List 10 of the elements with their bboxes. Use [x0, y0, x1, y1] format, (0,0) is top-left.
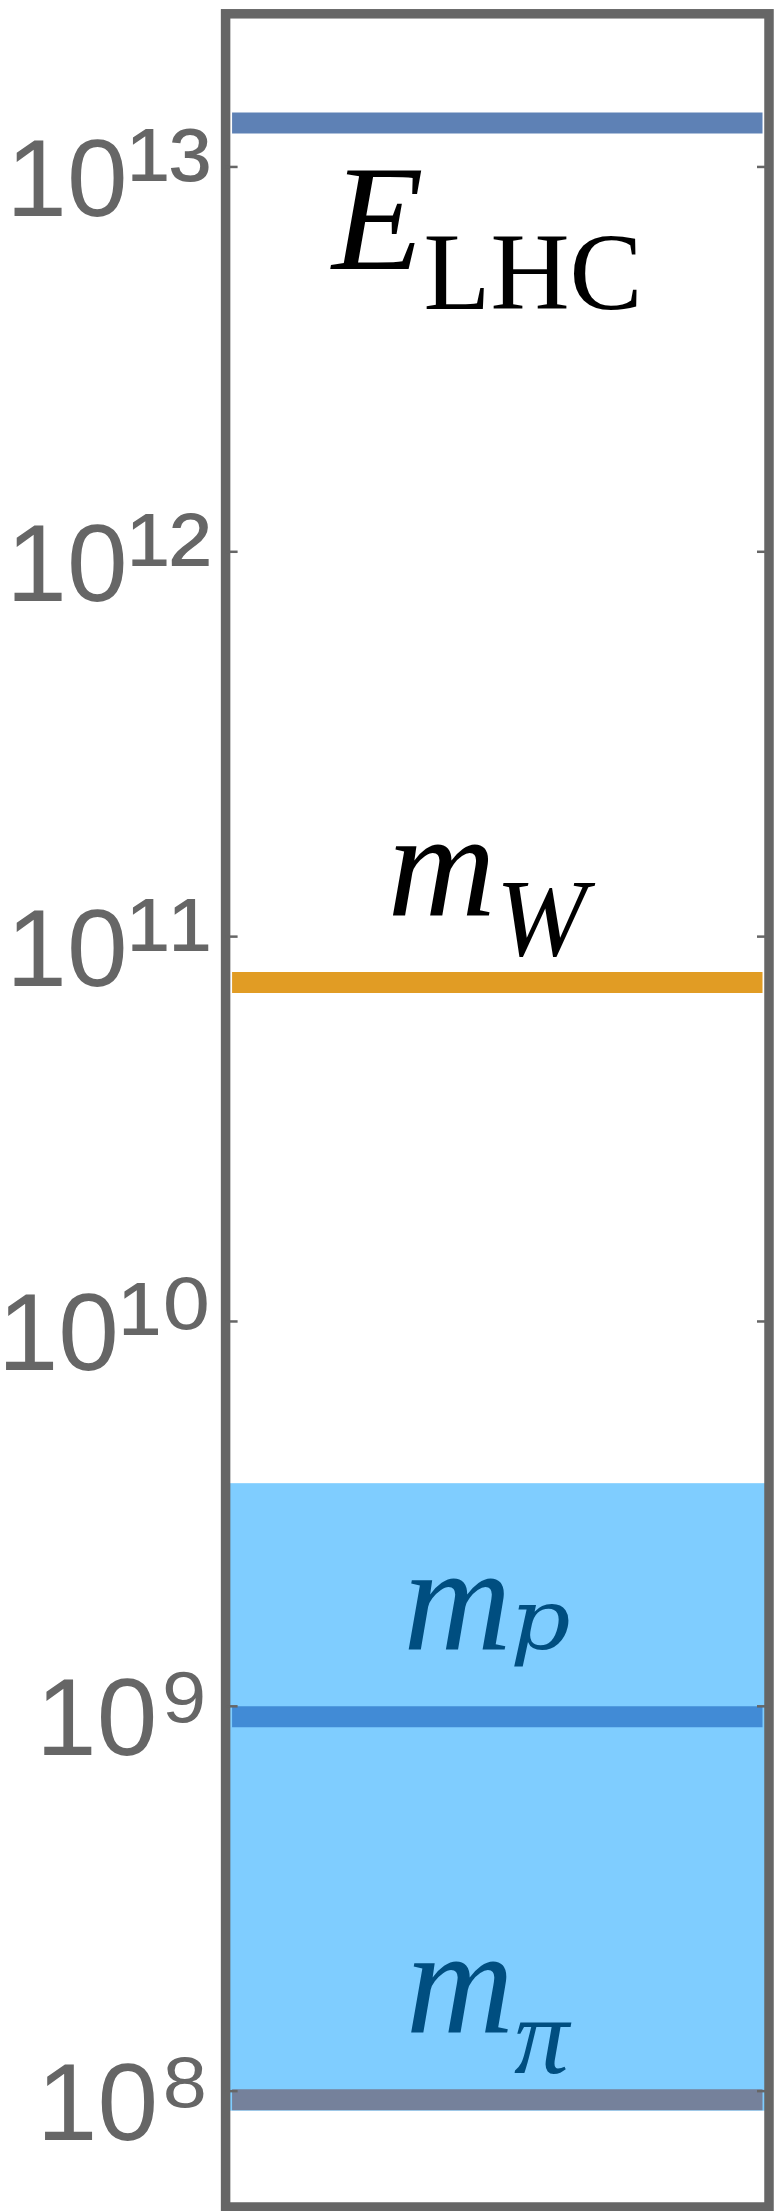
y-tick-label: 10⁸ — [36, 2027, 211, 2168]
series-label: m$_{π}$ — [405, 1898, 573, 2097]
y-tick-label: 10¹¹ — [6, 872, 211, 1013]
y-tick-label: 10¹³ — [6, 102, 211, 243]
y-tick-label: 10⁹ — [36, 1642, 211, 1783]
y-tick-label: 10¹² — [6, 487, 211, 628]
series-label: E$_{LHC}$ — [329, 134, 643, 334]
series-label: m$_{W}$ — [387, 780, 596, 980]
y-tick-label: 10¹⁰ — [0, 1257, 211, 1398]
series-label: mₚ — [403, 1515, 572, 1682]
